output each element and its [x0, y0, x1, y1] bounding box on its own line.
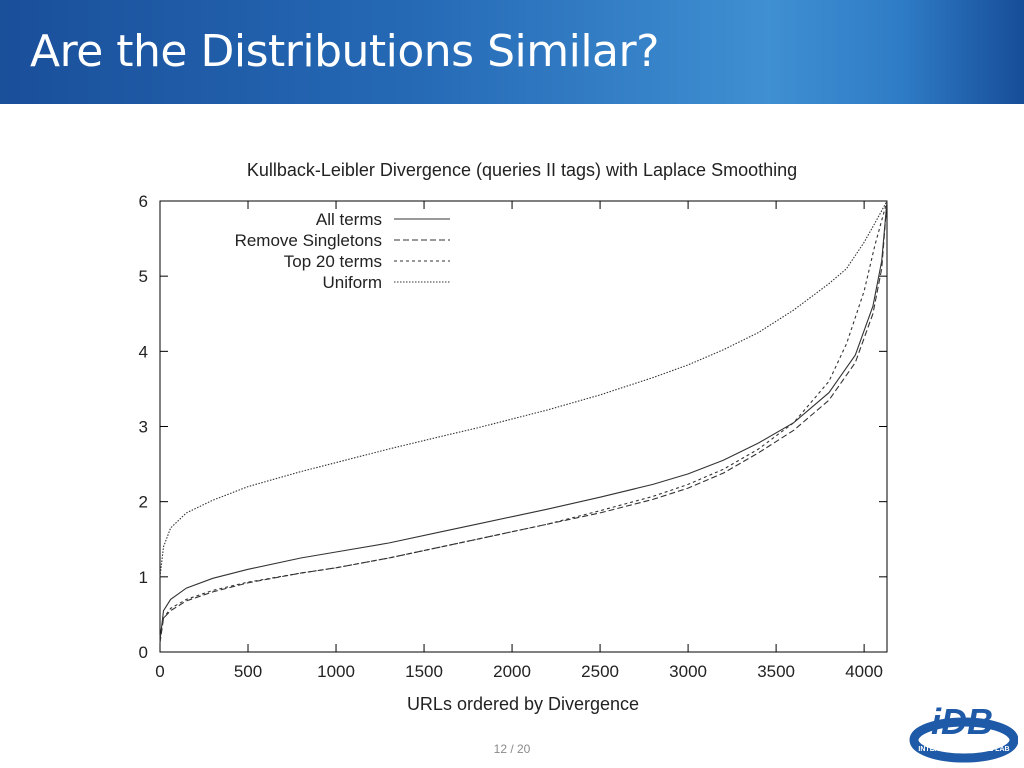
y-tick-label: 2	[139, 493, 148, 512]
x-tick-label: 2500	[581, 662, 619, 681]
x-tick-label: 1000	[317, 662, 355, 681]
axis-ticks: 0 500 1000 1500 2000 2500 3000 3500 4000 0 1 2 3 4 5 6	[139, 192, 887, 681]
series-layer	[159, 200, 888, 644]
legend-label-all-terms: All terms	[316, 210, 382, 229]
x-tick-label: 3500	[757, 662, 795, 681]
series-line-top-20-terms	[159, 200, 888, 638]
series-line-uniform	[159, 200, 888, 577]
idb-logo: INTERNET DATABASE LAB iDB	[909, 701, 1018, 763]
x-axis-label: URLs ordered by Divergence	[407, 694, 639, 714]
series-line-remove-singletons	[159, 200, 888, 644]
y-tick-label: 0	[139, 643, 148, 662]
legend-label-remove-singletons: Remove Singletons	[235, 231, 382, 250]
logo-ring-text: INTERNET DATABASE LAB	[918, 746, 1009, 753]
slide-page-number: 12 / 20	[493, 742, 531, 756]
x-tick-label: 500	[234, 662, 262, 681]
x-tick-label: 2000	[493, 662, 531, 681]
y-tick-label: 1	[139, 568, 148, 587]
y-tick-label: 4	[139, 342, 148, 361]
legend-label-top-20-terms: Top 20 terms	[284, 252, 382, 271]
slide-title: Are the Distributions Similar?	[30, 26, 659, 77]
x-tick-label: 4000	[845, 662, 883, 681]
legend-label-uniform: Uniform	[322, 273, 382, 292]
y-tick-label: 6	[139, 192, 148, 211]
y-tick-label: 3	[139, 418, 148, 437]
logo-ring	[909, 717, 1018, 763]
logo-wordmark: iDB	[931, 701, 993, 742]
series-line-all-terms	[159, 200, 888, 641]
y-tick-label: 5	[139, 267, 148, 286]
x-tick-label: 1500	[405, 662, 443, 681]
x-tick-label: 0	[155, 662, 164, 681]
legend: All terms Remove Singletons Top 20 terms Un…	[235, 210, 450, 292]
plot-frame	[159, 200, 888, 653]
title-banner: Are the Distributions Similar?	[0, 0, 1024, 104]
x-tick-label: 3000	[669, 662, 707, 681]
chart-title: Kullback-Leibler Divergence (queries II …	[247, 160, 797, 180]
